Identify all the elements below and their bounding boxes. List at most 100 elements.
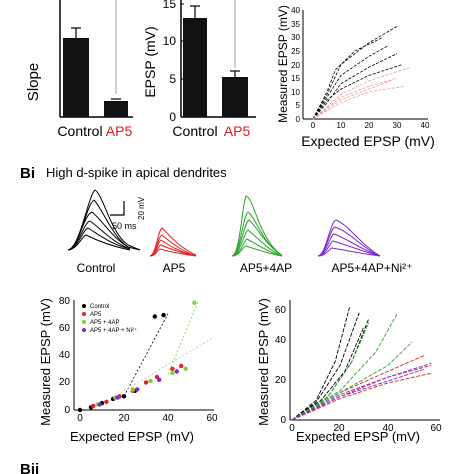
pa-series-1-line-1 <box>312 77 398 120</box>
bs-point-2-4 <box>170 370 175 376</box>
pa-series-1-line-0 <box>312 66 412 120</box>
bs-trend-line-0 <box>123 313 169 397</box>
pa-xtick: 30 <box>393 121 402 130</box>
pa-ytick: 10 <box>291 88 300 97</box>
bl-xtick: 60 <box>430 423 442 434</box>
pa-ytick: 35 <box>291 20 300 29</box>
panel-bi-scatter: 0 20 40 60 80 0 20 40 60 Measured EPSP (… <box>38 296 218 444</box>
legend-label-ap5-4ap-ni: AP5 + 4AP + Ni²⁺ <box>90 327 137 334</box>
trace-label-ap5-4ap-ni: AP5+4AP+Ni²⁺ <box>331 261 412 275</box>
bl-series-2-line-0 <box>291 322 370 421</box>
pa-series-1-line-3 <box>312 80 392 120</box>
bs-point-1-0 <box>91 403 96 409</box>
panel-bi-label: Bi <box>20 165 35 182</box>
bs-point-0-0 <box>77 407 83 413</box>
bs-trend-line-2 <box>123 338 213 392</box>
bl-xtick: 0 <box>289 423 295 434</box>
pa-ytick: 0 <box>296 115 301 124</box>
panel-a-scatter: 0 5 10 15 20 25 30 35 40 0 10 20 30 40 M… <box>276 5 435 149</box>
bl-series-lines <box>291 306 432 421</box>
epsp-bar-ap5 <box>222 77 248 117</box>
trace-ap5 <box>149 227 197 257</box>
trace-ap5-4ap <box>231 195 283 257</box>
bl-series-2-line-2 <box>291 341 413 421</box>
pa-yticks: 0 5 10 15 20 25 30 35 40 <box>291 6 300 124</box>
bl-ytick: 0 <box>280 415 286 426</box>
epsp-xtick-ap5: AP5 <box>224 123 251 139</box>
bl-ytick: 60 <box>275 305 287 316</box>
bs-point-0-4 <box>121 394 127 399</box>
bl-series-1-line-0 <box>291 364 432 421</box>
bs-point-2-5 <box>183 366 188 371</box>
legend-marker-control <box>82 304 86 308</box>
trace-label-ap5: AP5 <box>163 261 186 275</box>
bs-point-1-1 <box>104 399 109 404</box>
bl-series-0-line-2 <box>291 326 365 421</box>
bl-series-3-line-1 <box>291 368 425 421</box>
pa-ytick: 15 <box>291 74 300 83</box>
bl-xticks: 0 20 40 60 <box>289 423 442 434</box>
bs-point-2-2 <box>130 387 135 392</box>
legend-label-ap5: AP5 <box>90 312 102 318</box>
legend-marker-ap5-4ap <box>82 320 86 324</box>
bs-ytick: 40 <box>59 350 71 361</box>
bs-points <box>77 299 213 413</box>
bl-xtick: 40 <box>382 423 394 434</box>
epsp-ytick: 5 <box>169 72 176 86</box>
slope-bar-ap5 <box>104 101 128 117</box>
bs-ytick: 60 <box>59 323 71 334</box>
pa-series-1-line-2 <box>312 85 406 120</box>
trace-label-ap5-4ap: AP5+4AP <box>240 261 292 275</box>
epsp-ytick: 0 <box>169 110 176 124</box>
bs-point-1-7 <box>179 363 184 369</box>
bs-point-2-3 <box>148 378 153 384</box>
bs-x-label: Expected EPSP (mV) <box>70 429 194 444</box>
bs-point-1-6 <box>170 366 175 371</box>
slope-bar-chart: Slope Control AP5 <box>25 0 133 139</box>
scale-bar: 20 mV 50 ms <box>110 196 146 231</box>
trace-ap5-4ap-ni <box>317 219 381 257</box>
legend-label-ap5-4ap: AP5 + 4AP <box>90 320 120 326</box>
slope-xtick-ap5: AP5 <box>106 123 133 139</box>
epsp-xtick-control: Control <box>172 123 217 139</box>
bs-point-0-6 <box>152 314 157 319</box>
bs-legend: Control AP5 AP5 + 4AP AP5 + 4AP + Ni²⁺ <box>82 304 137 334</box>
bs-xtick: 40 <box>162 413 174 424</box>
pa-series-0-line-1 <box>312 45 389 120</box>
bs-point-2-6 <box>192 300 197 305</box>
bl-series-2-line-1 <box>291 312 398 421</box>
scale-voltage-label: 20 mV <box>137 196 146 220</box>
bl-x-label: Expected EPSP (mV) <box>296 429 420 444</box>
pa-xtick: 0 <box>311 121 316 130</box>
panel-bi-header: Bi High d-spike in apical dendrites <box>20 165 227 182</box>
bs-y-label: Measured EPSP (mV) <box>38 298 53 426</box>
bs-point-3-1 <box>115 395 120 400</box>
panel-bii-label: Bii <box>20 461 39 474</box>
bs-xtick: 0 <box>77 413 83 424</box>
slope-bar-control <box>63 38 89 117</box>
bs-point-0-7 <box>161 312 166 318</box>
epsp-bar-chart: EPSP (mV) 0 5 10 15 Control AP5 <box>142 0 256 139</box>
trace-label-control: Control <box>77 261 116 275</box>
bs-point-1-4 <box>143 380 149 385</box>
bs-point-3-2 <box>135 387 140 392</box>
bl-series-0-line-0 <box>291 306 351 421</box>
bl-series-1-line-2 <box>291 372 432 421</box>
bs-point-3-4 <box>174 369 179 374</box>
bl-series-0-line-3 <box>291 318 370 421</box>
pa-series-0-line-0 <box>312 26 398 120</box>
bs-xtick: 60 <box>206 413 218 424</box>
pa-ytick: 30 <box>291 33 300 42</box>
bs-ytick: 0 <box>64 405 70 416</box>
bs-ytick: 20 <box>59 377 71 388</box>
pa-series-0-line-3 <box>312 36 384 120</box>
bs-xtick: 20 <box>118 413 130 424</box>
bs-trend-line-1 <box>167 299 200 375</box>
bl-y-label: Measured EPSP (mV) <box>256 298 271 426</box>
pa-xtick: 40 <box>421 121 430 130</box>
pa-ytick: 25 <box>291 47 300 56</box>
bl-yticks: 0 20 40 60 <box>275 305 287 426</box>
slope-y-label: Slope <box>25 63 42 101</box>
bl-ytick: 40 <box>275 335 287 346</box>
